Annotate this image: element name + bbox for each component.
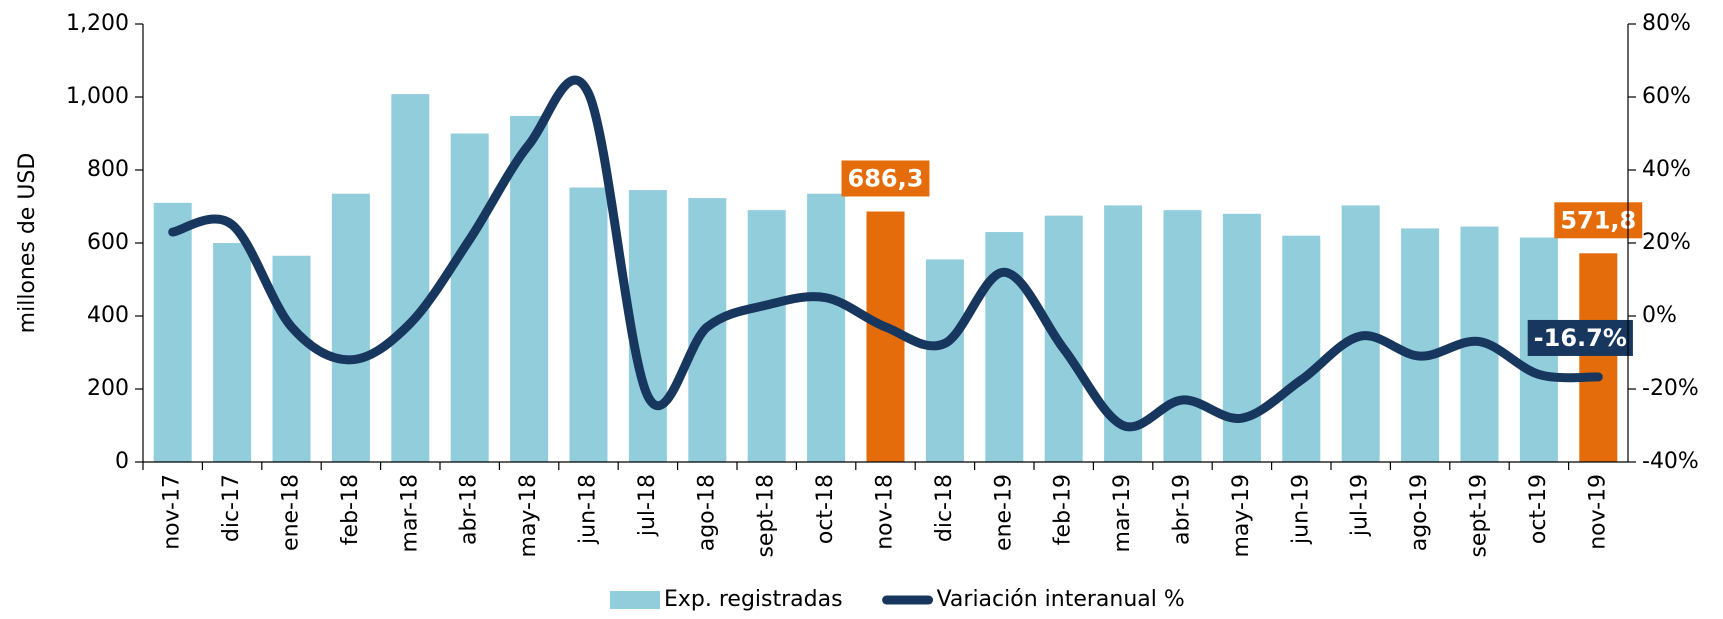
- bar: [925, 259, 964, 462]
- x-tick-label: abr-19: [1170, 474, 1195, 545]
- x-tick-label: feb-19: [1051, 474, 1076, 545]
- x-tick-label: nov-18: [873, 474, 898, 550]
- bar: [272, 255, 311, 462]
- y-tick-label: 800: [87, 157, 129, 182]
- bar: [747, 210, 786, 462]
- bar: [985, 232, 1024, 462]
- bar: [450, 133, 489, 462]
- x-tick-label: abr-18: [457, 474, 482, 545]
- x-tick-label: nov-17: [160, 474, 185, 550]
- bar: [1282, 235, 1321, 462]
- bar: [331, 193, 370, 462]
- y-tick-label: 400: [87, 303, 129, 328]
- y-axis-label: millones de USD: [15, 153, 40, 334]
- x-tick-label: oct-19: [1526, 474, 1551, 544]
- y-tick-label: 200: [87, 376, 129, 401]
- x-tick-label: jul-18: [635, 474, 660, 537]
- bar: [1222, 213, 1261, 462]
- x-tick-label: jun-18: [576, 474, 601, 545]
- y2-tick-label: 60%: [1642, 84, 1691, 109]
- y2-tick-label: 0%: [1642, 303, 1677, 328]
- x-tick-label: ago-19: [1407, 474, 1432, 551]
- x-tick-label: dic-17: [219, 474, 244, 542]
- bar: [213, 243, 252, 462]
- value-label-bg: [1527, 319, 1633, 356]
- x-tick-label: may-18: [516, 474, 541, 557]
- x-tick-label: dic-18: [932, 474, 957, 542]
- bar: [807, 193, 846, 462]
- value-label-bg: [841, 160, 930, 197]
- x-tick-label: mar-18: [397, 474, 422, 552]
- x-tick-label: jun-19: [1288, 474, 1313, 545]
- line: [168, 75, 1603, 432]
- value-label-box: 686,3: [841, 160, 930, 197]
- y2-tick-label: 80%: [1642, 11, 1691, 36]
- value-label: -16.7%: [1534, 324, 1627, 352]
- value-label: 571,8: [1560, 206, 1636, 234]
- legend-swatch: [610, 591, 660, 609]
- x-tick-label: sept-19: [1467, 474, 1492, 558]
- bar: [1579, 253, 1618, 462]
- x-tick-label: mar-19: [1110, 474, 1135, 552]
- x-tick-label: ago-18: [694, 474, 719, 551]
- bar: [1163, 210, 1202, 462]
- y2-tick-label: 40%: [1642, 157, 1691, 182]
- y-tick-label: 1,000: [66, 84, 129, 109]
- value-label-box: 571,8: [1554, 202, 1643, 239]
- x-tick-label: feb-18: [338, 474, 363, 545]
- bar: [510, 115, 549, 462]
- y-tick-label: 1,200: [66, 11, 129, 36]
- y-tick-label: 600: [87, 230, 129, 255]
- y2-tick-label: -40%: [1642, 449, 1699, 474]
- x-tick-label: nov-19: [1585, 474, 1610, 550]
- x-tick-label: ene-19: [991, 474, 1016, 551]
- x-tick-label: may-19: [1229, 474, 1254, 557]
- x-tick-label: jul-19: [1348, 474, 1373, 537]
- bar: [153, 202, 192, 462]
- y2-tick-label: -20%: [1642, 376, 1699, 401]
- bar: [391, 94, 430, 462]
- x-tick-label: sept-18: [754, 474, 779, 558]
- value-label-box: -16.7%: [1527, 319, 1633, 356]
- y2-tick-label: 20%: [1642, 230, 1691, 255]
- bar: [569, 187, 608, 462]
- x-tick-label: ene-18: [279, 474, 304, 551]
- legend-label: Exp. registradas: [664, 587, 843, 612]
- bar: [1044, 215, 1083, 462]
- x-tick-label: oct-18: [813, 474, 838, 544]
- value-label: 686,3: [848, 165, 924, 193]
- y-tick-label: 0: [115, 449, 129, 474]
- bar: [1401, 228, 1440, 462]
- legend-label: Variación interanual %: [937, 587, 1185, 612]
